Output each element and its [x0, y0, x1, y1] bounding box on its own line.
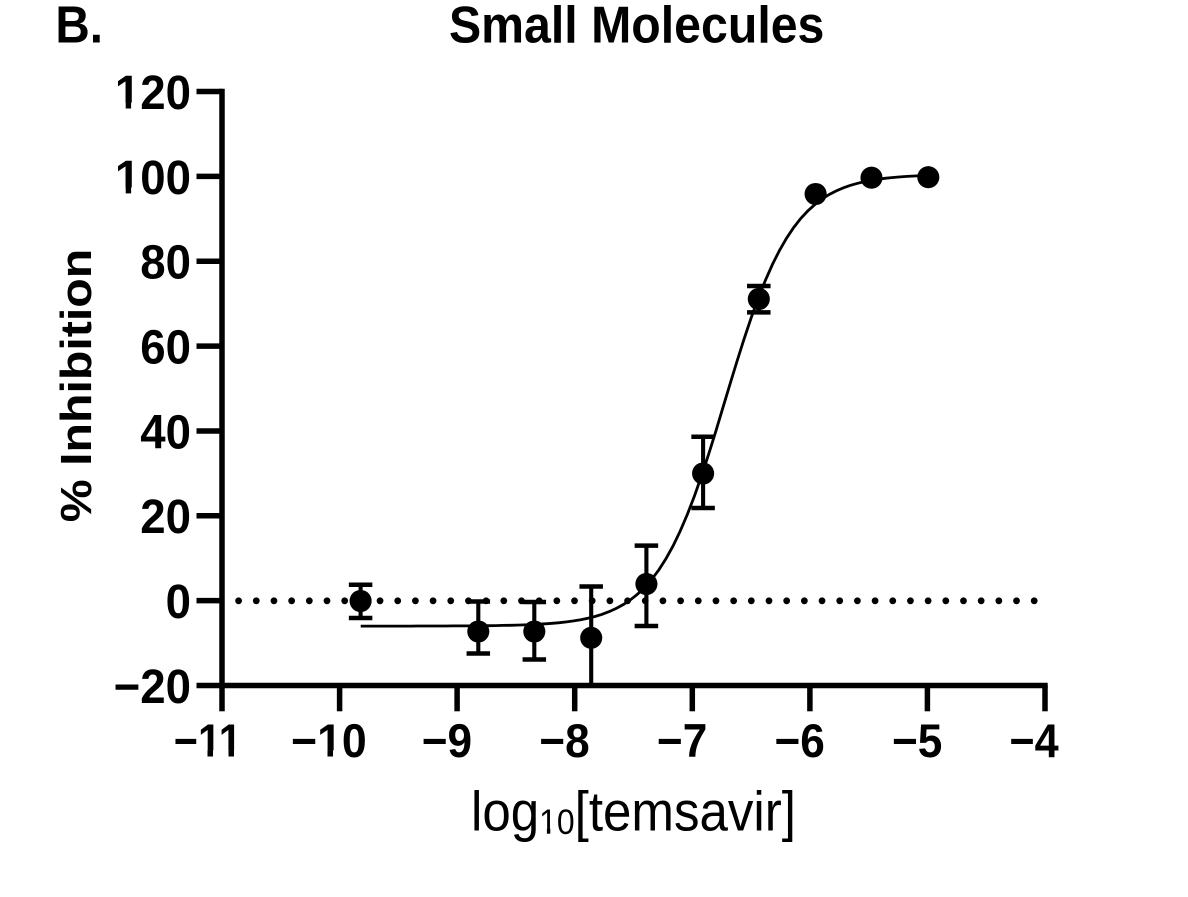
svg-text:% Inhibition: % Inhibition [51, 249, 101, 522]
svg-text:80: 80 [140, 236, 191, 289]
svg-text:40: 40 [140, 405, 191, 458]
svg-text:Small Molecules: Small Molecules [449, 0, 824, 54]
svg-text:20: 20 [140, 490, 191, 543]
svg-text:−8: −8 [539, 715, 589, 768]
svg-text:−4: −4 [1009, 714, 1058, 767]
svg-text:log10[temsavir]: log10[temsavir] [471, 780, 796, 843]
svg-text:60: 60 [140, 320, 191, 373]
svg-text:B.: B. [55, 0, 103, 54]
svg-text:−11: −11 [174, 716, 242, 768]
svg-text:−9: −9 [422, 715, 472, 768]
svg-text:−5: −5 [892, 715, 942, 768]
svg-text:−20: −20 [114, 660, 191, 713]
svg-text:100: 100 [115, 151, 191, 204]
svg-text:0: 0 [166, 575, 191, 628]
svg-text:−10: −10 [291, 715, 367, 767]
svg-text:−7: −7 [657, 715, 707, 768]
svg-text:120: 120 [115, 66, 191, 119]
svg-text:−6: −6 [775, 715, 825, 768]
